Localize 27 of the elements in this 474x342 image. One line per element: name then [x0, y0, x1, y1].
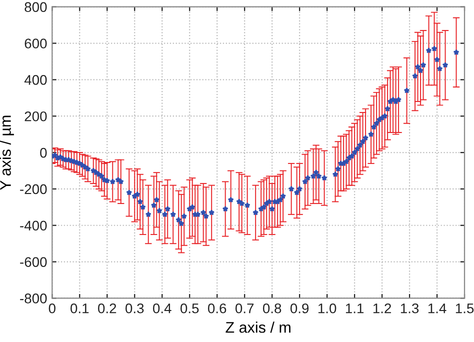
y-tick-label: -200	[20, 184, 47, 194]
x-tick-label: 1.3	[400, 303, 419, 314]
y-tick-label: -600	[20, 257, 47, 267]
y-tick-label: -400	[20, 220, 47, 231]
y-tick-label: -800	[20, 294, 47, 304]
x-axis-title: Z axis / m	[226, 322, 290, 333]
x-tick-label: 0	[48, 303, 56, 314]
x-tick-label: 0.5	[180, 303, 199, 314]
x-tick-label: 0.7	[235, 303, 254, 314]
x-tick-label: 0.9	[290, 303, 309, 314]
y-tick-label: 400	[24, 75, 47, 85]
y-tick-label: 200	[24, 111, 47, 122]
x-tick-label: 1.5	[456, 304, 474, 314]
y-axis-title: Y axis / µm	[0, 116, 14, 190]
x-tick-label: 0.8	[262, 303, 282, 314]
x-tick-label: 1.0	[318, 303, 336, 314]
x-tick-label: 0.3	[126, 303, 144, 314]
y-tick-label: 600	[24, 38, 47, 48]
x-tick-label: 1.1	[346, 304, 364, 314]
x-tick-label: 0.6	[208, 303, 226, 314]
y-tick-label: 0	[40, 148, 47, 158]
x-tick-label: 1.2	[373, 303, 391, 314]
y-tick-label: 800	[24, 2, 47, 12]
x-tick-label: 0.4	[153, 303, 172, 314]
x-tick-label: 1.4	[428, 304, 446, 314]
x-tick-label: 0.2	[98, 303, 116, 314]
x-tick-label: 0.1	[70, 303, 89, 314]
